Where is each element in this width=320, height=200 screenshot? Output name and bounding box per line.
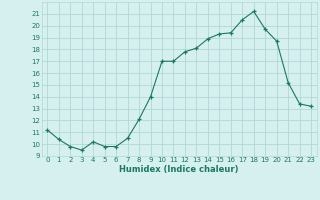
X-axis label: Humidex (Indice chaleur): Humidex (Indice chaleur) xyxy=(119,165,239,174)
